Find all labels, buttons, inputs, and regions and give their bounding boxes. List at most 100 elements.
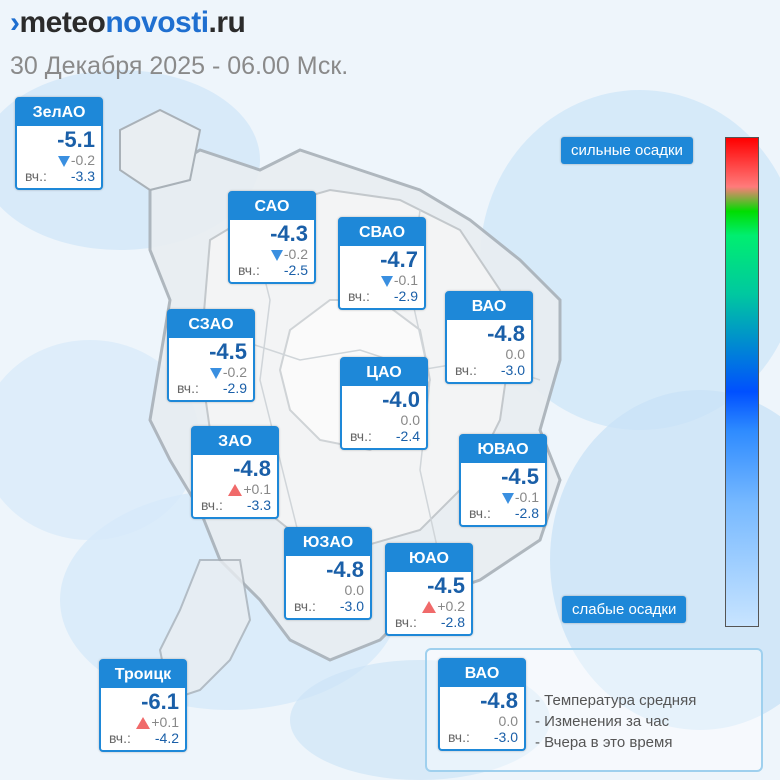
change-value: +0.1 [151,714,179,730]
temperature: -4.5 [501,464,539,489]
district-card-sao[interactable]: САО -4.3 -0.2 вч.: -2.5 [228,191,316,284]
hourly-change: -0.1 [461,489,545,505]
yesterday-value: -2.5 [283,262,308,278]
hourly-change: -0.1 [340,272,424,288]
yesterday-label: вч.: [395,614,417,630]
hourly-change: 0.0 [440,713,524,729]
yesterday-value: -2.8 [514,505,539,521]
trend-down-icon [270,249,283,261]
yesterday-label: вч.: [25,168,47,184]
yesterday-row: вч.: -2.9 [340,288,424,308]
district-name: ЮЗАО [286,529,370,556]
forecast-date: 30 Декабря 2025 - 06.00 Мск. [10,52,349,80]
change-value: -0.2 [222,364,247,380]
yesterday-row: вч.: -3.3 [17,168,101,188]
yesterday-value: -3.0 [339,598,364,614]
trend-up-icon [228,484,243,497]
district-card-cao[interactable]: ЦАО -4.0 0.0 вч.: -2.4 [340,357,428,450]
district-name: ЮВАО [461,436,545,463]
trend-up-icon [422,601,437,614]
district-card-yuao[interactable]: ЮАО -4.5 +0.2 вч.: -2.8 [385,543,473,636]
trend-down-icon [380,275,393,287]
district-name: ЮАО [387,545,471,572]
yesterday-label: вч.: [469,505,491,521]
yesterday-label: вч.: [109,730,131,746]
trend-down-icon [501,492,514,504]
yesterday-value: -2.9 [393,288,418,304]
legend-line-hourly-change: - Изменения за час [535,713,670,730]
scale-label-heavy: сильные осадки [561,137,693,164]
yesterday-row: вч.: -2.5 [230,262,314,282]
yesterday-value: -4.2 [154,730,179,746]
temperature: -4.8 [480,688,518,713]
yesterday-label: вч.: [448,729,470,745]
legend-descriptions: - Температура средняя - Изменения за час… [535,690,696,753]
logo-text-meteo: meteo [19,6,106,39]
district-name: ЗАО [193,428,277,455]
legend-line-yesterday: - Вчера в это время [535,734,673,751]
district-card-yuvao[interactable]: ЮВАО -4.5 -0.1 вч.: -2.8 [459,434,547,527]
temperature: -4.8 [326,557,364,582]
yesterday-label: вч.: [350,428,372,444]
temperature: -4.7 [380,247,418,272]
temperature: -4.0 [382,387,420,412]
site-logo[interactable]: ›meteonovosti.ru [10,6,246,40]
yesterday-row: вч.: -4.2 [101,730,185,750]
yesterday-row: вч.: -2.8 [461,505,545,525]
temperature: -5.1 [57,127,95,152]
district-name: ЗелАО [17,99,101,126]
temperature: -4.8 [487,321,525,346]
yesterday-value: -3.3 [70,168,95,184]
yesterday-row: вч.: -3.3 [193,497,277,517]
temperature: -6.1 [141,689,179,714]
yesterday-value: -3.3 [246,497,271,513]
yesterday-row: вч.: -3.0 [447,362,531,382]
district-name: СВАО [340,219,424,246]
change-value: -0.2 [283,246,308,262]
yesterday-row: вч.: -2.9 [169,380,253,400]
trend-up-icon [136,717,151,730]
hourly-change: +0.2 [387,598,471,614]
yesterday-value: -2.9 [222,380,247,396]
yesterday-value: -3.0 [500,362,525,378]
yesterday-row: вч.: -3.0 [440,729,524,749]
precipitation-scale-bar [725,137,759,627]
change-value: +0.2 [437,598,465,614]
yesterday-row: вч.: -2.8 [387,614,471,634]
yesterday-label: вч.: [177,380,199,396]
yesterday-label: вч.: [348,288,370,304]
legend-line-temperature: - Температура средняя [535,692,697,709]
temperature: -4.3 [270,221,308,246]
logo-text-ru: .ru [208,6,246,39]
district-card-svao[interactable]: СВАО -4.7 -0.1 вч.: -2.9 [338,217,426,310]
district-name: Троицк [101,661,185,688]
hourly-change: -0.2 [169,364,253,380]
logo-text-novosti: novosti [105,6,209,39]
district-card-zao[interactable]: ЗАО -4.8 +0.1 вч.: -3.3 [191,426,279,519]
district-card-yuzao[interactable]: ЮЗАО -4.8 0.0 вч.: -3.0 [284,527,372,620]
yesterday-label: вч.: [294,598,316,614]
district-name: СЗАО [169,311,253,338]
temperature: -4.8 [233,456,271,481]
change-value: -0.1 [514,489,539,505]
district-card-szao[interactable]: СЗАО -4.5 -0.2 вч.: -2.9 [167,309,255,402]
district-card-vao[interactable]: ВАО -4.8 0.0 вч.: -3.0 [445,291,533,384]
yesterday-label: вч.: [201,497,223,513]
temperature: -4.5 [427,573,465,598]
district-name: ВАО [447,293,531,320]
yesterday-row: вч.: -2.4 [342,428,426,448]
change-value: -0.1 [393,272,418,288]
district-name: САО [230,193,314,220]
district-name: ЦАО [342,359,426,386]
hourly-change: 0.0 [286,582,370,598]
change-value: 0.0 [505,346,525,362]
change-value: -0.2 [70,152,95,168]
hourly-change: -0.2 [230,246,314,262]
yesterday-value: -2.4 [395,428,420,444]
trend-down-icon [209,367,222,379]
district-card-troitsk[interactable]: Троицк -6.1 +0.1 вч.: -4.2 [99,659,187,752]
district-card-zelao[interactable]: ЗелАО -5.1 -0.2 вч.: -3.3 [15,97,103,190]
yesterday-value: -2.8 [440,614,465,630]
hourly-change: +0.1 [101,714,185,730]
scale-label-light: слабые осадки [562,596,687,623]
